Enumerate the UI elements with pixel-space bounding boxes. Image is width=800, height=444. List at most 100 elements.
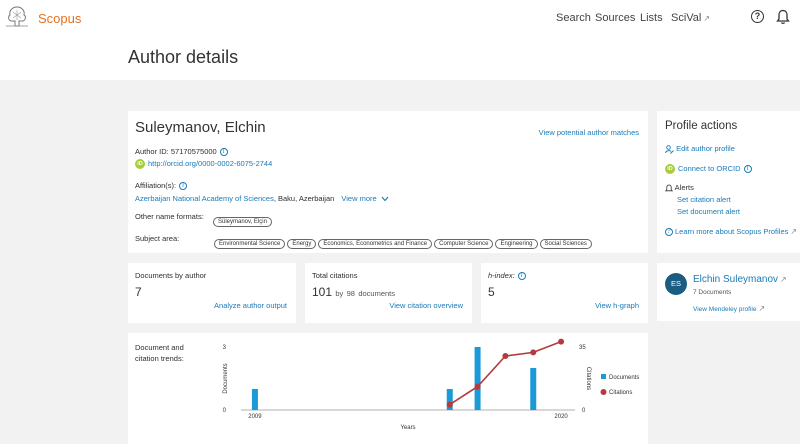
x-axis-label: Years — [400, 425, 415, 431]
external-link-icon: ↗ — [780, 275, 787, 284]
documents-stat-card: Documents by author 7 Analyze author out… — [128, 263, 296, 323]
info-icon[interactable]: i — [179, 182, 188, 191]
y-left-axis-label: Documents — [223, 363, 229, 393]
subject-tag: Computer Science — [434, 239, 494, 249]
hindex-value: 5 — [488, 285, 495, 299]
citing-documents-link[interactable]: 98 — [346, 289, 355, 298]
external-link-icon: ↗ — [703, 14, 711, 23]
view-potential-matches-link[interactable]: View potential author matches — [538, 128, 639, 137]
citations-point — [474, 383, 481, 390]
hindex-label: h-index: i — [488, 271, 526, 281]
mendeley-card: ES Elchin Suleymanov ↗ 7 Documents View M… — [657, 263, 800, 321]
nav-scival-label: SciVal — [671, 12, 702, 24]
author-card: Suleymanov, Elchin View potential author… — [128, 111, 648, 253]
citations-value: 101 by 98 documents — [312, 285, 395, 299]
help-icon: ? — [665, 228, 673, 237]
x-tick-label: 2020 — [554, 414, 568, 420]
orcid-icon: iD — [665, 164, 675, 175]
y-right-axis-label: Citations — [585, 367, 591, 390]
citations-point — [446, 401, 453, 408]
orcid-link[interactable]: http://orcid.org/0000-0002-6075-2744 — [148, 159, 273, 168]
affiliation-label-text: Affiliation(s): — [135, 181, 177, 190]
info-icon[interactable]: i — [219, 148, 228, 157]
affiliation-row: Azerbaijan National Academy of Sciences,… — [135, 194, 389, 203]
external-link-icon: ↗ — [758, 304, 766, 313]
legend-documents-swatch — [601, 374, 606, 379]
subject-tag: Economics, Econometrics and Finance — [318, 239, 433, 249]
mendeley-author-link[interactable]: Elchin Suleymanov ↗ — [693, 274, 787, 285]
author-id: Author ID: 57170575000 i — [135, 147, 228, 157]
edit-user-icon — [665, 144, 674, 154]
view-mendeley-label: View Mendeley profile — [693, 306, 757, 313]
help-icon[interactable]: ? — [751, 10, 764, 23]
page-title: Author details — [128, 47, 239, 67]
y-right-tick-label: 35 — [579, 345, 586, 351]
alerts-label: Alerts — [674, 183, 694, 192]
subject-tag: Energy — [287, 239, 317, 249]
y-left-tick-label: 3 — [223, 345, 227, 351]
set-citation-alert-link[interactable]: Set citation alert — [677, 195, 731, 204]
affiliation-link[interactable]: Azerbaijan National Academy of Sciences — [135, 194, 274, 203]
subject-area-label: Subject area: — [135, 234, 180, 243]
external-link-icon: ↗ — [790, 227, 798, 236]
x-tick-label: 2009 — [248, 414, 262, 420]
profile-actions-panel: Profile actions Edit author profile iD Co… — [657, 111, 800, 253]
affiliation-label: Affiliation(s): i — [135, 181, 188, 191]
nav-sources[interactable]: Sources — [595, 12, 636, 24]
documents-label: Documents by author — [135, 271, 207, 280]
documents-bar — [446, 389, 453, 410]
documents-bar — [474, 347, 481, 410]
trends-chart-card: Document and citation trends: 0 3 Document… — [128, 333, 648, 444]
elsevier-logo-icon[interactable] — [4, 4, 30, 28]
info-icon[interactable]: i — [517, 272, 526, 281]
citations-label: Total citations — [312, 271, 358, 280]
citations-point — [558, 338, 565, 345]
orcid-row: iD http://orcid.org/0000-0002-6075-2744 — [135, 159, 273, 170]
connect-orcid-link[interactable]: iD Connect to ORCID i — [665, 164, 752, 175]
legend-citations-swatch — [600, 389, 607, 395]
view-more-button[interactable]: View more — [341, 194, 389, 203]
subject-area-tags: Environmental Science Energy Economics, Ec… — [214, 232, 594, 250]
citations-point — [530, 349, 537, 356]
affiliation-location: , Baku, Azerbaijan — [273, 194, 335, 203]
view-mendeley-profile-link[interactable]: View Mendeley profile ↗ — [693, 304, 765, 313]
author-name: Suleymanov, Elchin — [135, 119, 266, 136]
analyze-author-output-link[interactable]: Analyze author output — [214, 301, 287, 310]
citations-documents-suffix: documents — [358, 289, 396, 298]
edit-profile-link[interactable]: Edit author profile — [665, 144, 735, 154]
subject-tag: Environmental Science — [214, 239, 286, 249]
y-right-tick-label: 0 — [582, 408, 586, 414]
author-id-text: Author ID: 57170575000 — [135, 147, 217, 156]
nav-lists[interactable]: Lists — [640, 12, 663, 24]
page-header — [0, 38, 800, 80]
subject-tag: Engineering — [495, 239, 538, 249]
mendeley-author-name: Elchin Suleymanov — [693, 274, 779, 285]
nav-search[interactable]: Search — [556, 12, 591, 24]
learn-more-link[interactable]: ? Learn more about Scopus Profiles ↗ — [665, 227, 798, 237]
legend-documents-label: Documents — [609, 375, 639, 381]
y-left-tick-label: 0 — [223, 408, 227, 414]
hindex-label-text: h-index: — [488, 271, 515, 280]
bell-icon — [664, 184, 674, 191]
view-hgraph-link[interactable]: View h-graph — [594, 301, 639, 310]
subject-tag: Social Sciences — [539, 239, 592, 249]
citations-count: 101 — [312, 285, 333, 299]
scopus-brand[interactable]: Scopus — [38, 11, 82, 26]
chart-title: Document and citation trends: — [135, 343, 184, 363]
view-more-label: View more — [341, 194, 377, 203]
view-citation-overview-link[interactable]: View citation overview — [389, 301, 463, 310]
citations-stat-card: Total citations 101 by 98 documents View… — [305, 263, 472, 323]
trends-chart: 0 3 Documents 0 35 Citations 2009 2020 Years Docu… — [223, 338, 639, 431]
edit-profile-label: Edit author profile — [676, 144, 735, 153]
connect-orcid-label: Connect to ORCID — [678, 164, 741, 173]
citations-by: by — [335, 289, 344, 298]
set-document-alert-link[interactable]: Set document alert — [677, 207, 740, 216]
bell-icon[interactable] — [776, 9, 790, 25]
nav-scival[interactable]: SciVal ↗ — [671, 12, 710, 24]
citations-point — [502, 353, 509, 359]
mendeley-documents: 7 Documents — [693, 289, 732, 296]
top-navigation-bar: Scopus Search Sources Lists SciVal ↗ ? — [0, 0, 800, 38]
orcid-icon: iD — [135, 159, 145, 170]
documents-bar — [530, 368, 537, 410]
other-name-formats-label: Other name formats: — [135, 212, 204, 221]
